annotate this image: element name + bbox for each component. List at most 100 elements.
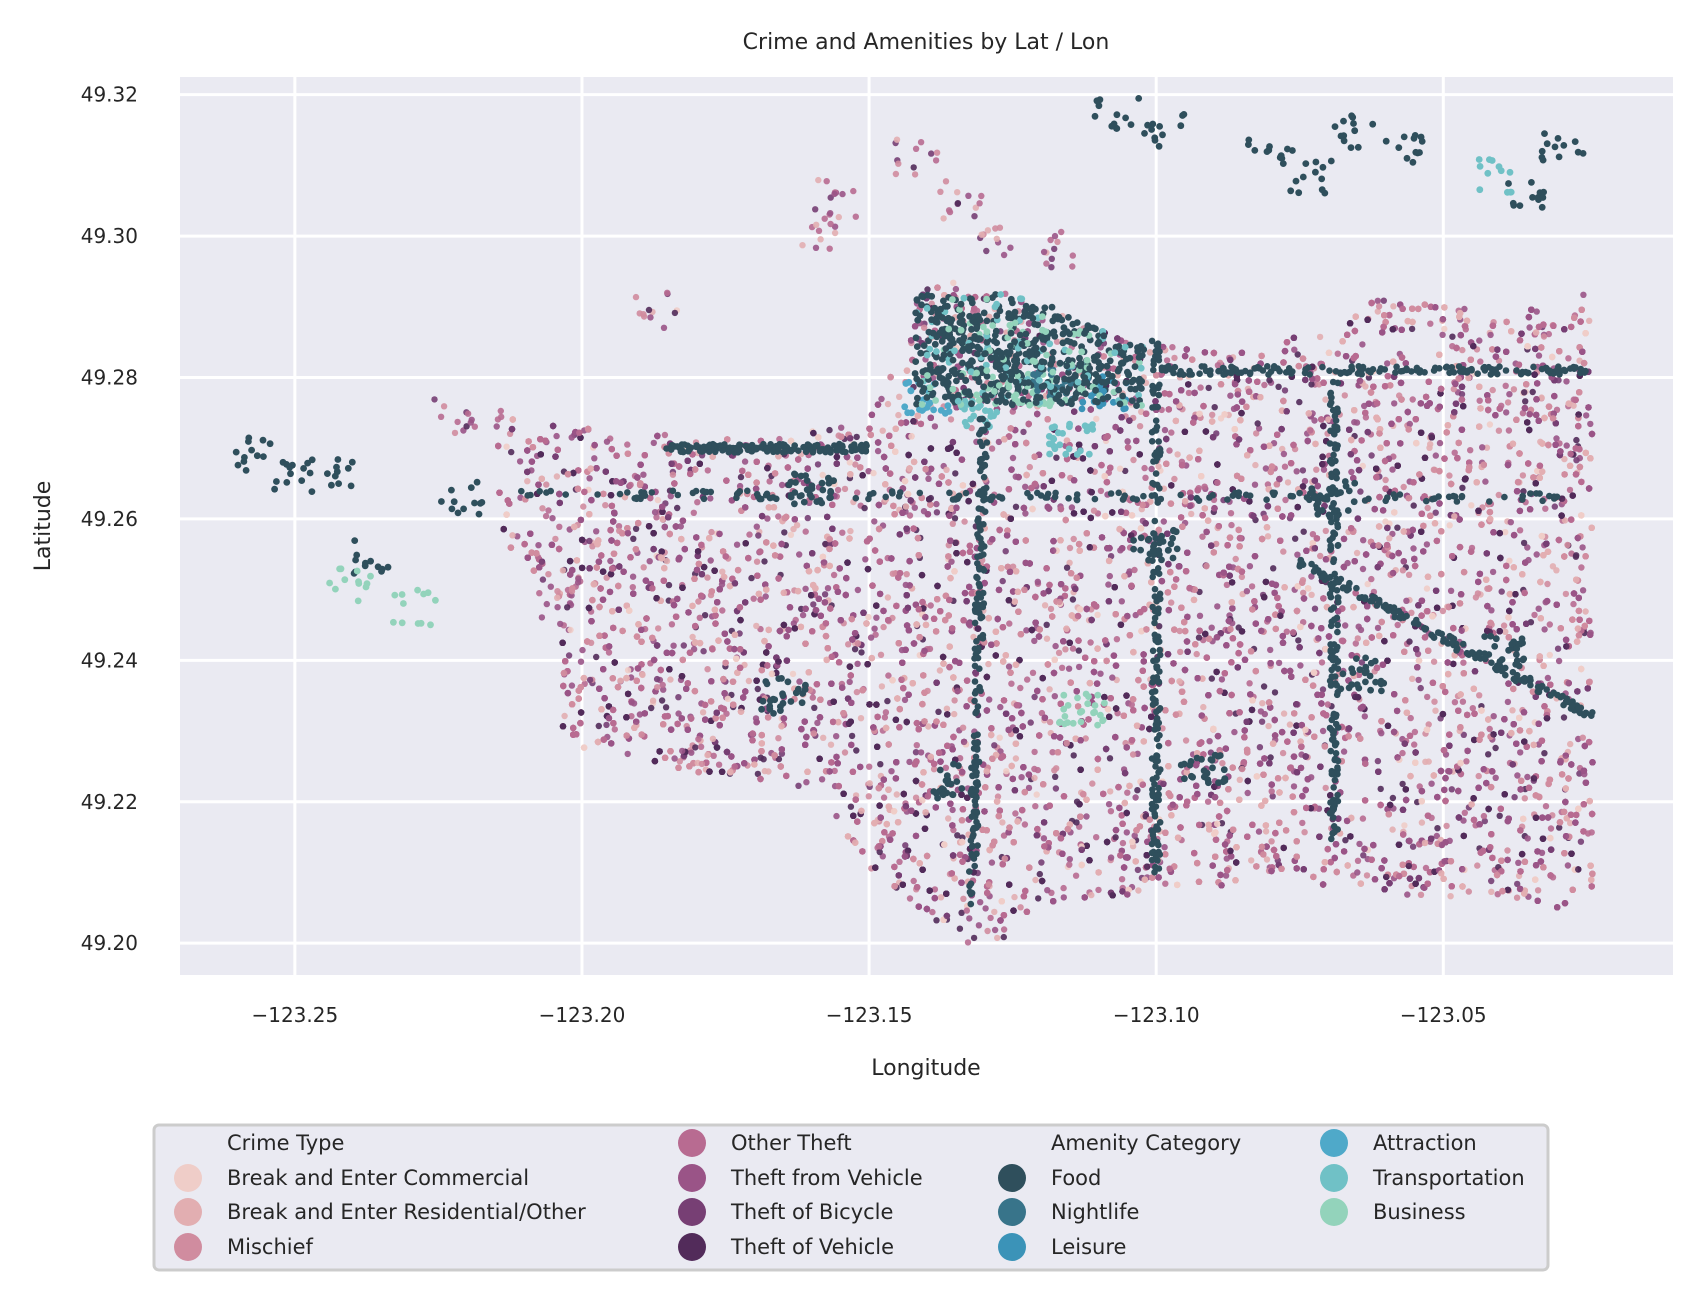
crime-point: [1534, 887, 1542, 894]
crime-point: [1424, 504, 1431, 512]
crime-point: [1033, 791, 1040, 798]
crime-point: [559, 567, 567, 574]
crime-point: [861, 504, 868, 512]
crime-point: [959, 724, 967, 731]
crime-point: [1132, 794, 1139, 801]
crime-point: [1301, 477, 1309, 485]
crime-point: [1124, 789, 1131, 796]
crime-point: [1299, 819, 1306, 827]
crime-point: [961, 518, 968, 525]
crime-point: [1436, 439, 1444, 447]
crime-point: [933, 917, 940, 924]
crime-point: [1168, 599, 1175, 606]
crime-point: [696, 614, 703, 621]
crime-point: [1036, 870, 1044, 878]
crime-point: [1342, 622, 1349, 629]
crime-point: [591, 455, 598, 462]
crime-point: [1130, 456, 1137, 464]
crime-point: [1068, 504, 1076, 511]
crime-point: [1521, 389, 1528, 396]
crime-point: [1477, 358, 1484, 365]
crime-point: [1459, 484, 1466, 491]
crime-point: [1515, 859, 1522, 866]
crime-point: [1246, 563, 1254, 570]
crime-point: [1418, 819, 1426, 826]
crime-point: [1174, 451, 1181, 458]
crime-point: [764, 515, 771, 522]
crime-point: [1377, 785, 1384, 793]
crime-point: [1264, 533, 1272, 540]
crime-point: [776, 435, 783, 443]
crime-point: [1232, 555, 1239, 563]
crime-point: [997, 703, 1004, 711]
crime-point: [851, 646, 859, 653]
crime-point: [1051, 693, 1059, 700]
crime-point: [1011, 893, 1018, 901]
crime-point: [733, 541, 741, 548]
crime-point: [1524, 544, 1531, 551]
crime-point: [1519, 410, 1527, 417]
crime-point: [911, 504, 918, 511]
crime-point: [1161, 426, 1169, 434]
crime-point: [1280, 548, 1287, 555]
crime-point: [867, 634, 875, 641]
crime-point: [796, 551, 803, 558]
crime-point: [1201, 483, 1208, 490]
crime-point: [1549, 563, 1557, 570]
crime-point: [841, 749, 849, 756]
crime-point: [629, 573, 637, 580]
chart-title: Crime and Amenities by Lat / Lon: [743, 30, 1110, 55]
crime-point: [1563, 378, 1570, 385]
crime-point: [1105, 801, 1113, 808]
crime-point: [689, 633, 696, 641]
crime-point: [1132, 611, 1139, 619]
crime-point: [1294, 351, 1301, 358]
crime-point: [746, 531, 753, 538]
crime-point: [1410, 502, 1417, 509]
crime-point: [1255, 425, 1263, 432]
crime-point: [846, 678, 853, 686]
crime-point: [1578, 564, 1585, 571]
crime-point: [1533, 308, 1540, 315]
crime-point: [1155, 463, 1162, 470]
crime-point: [514, 533, 521, 540]
crime-point: [1389, 826, 1396, 833]
crime-point: [1031, 748, 1038, 756]
crime-point: [753, 558, 761, 565]
crime-point: [1411, 741, 1418, 748]
crime-point: [1359, 565, 1367, 573]
crime-point: [602, 502, 609, 509]
crime-point: [1504, 399, 1512, 406]
crime-point: [704, 574, 711, 581]
crime-point: [1209, 411, 1216, 418]
crime-point: [542, 512, 550, 520]
crime-point: [1031, 693, 1038, 701]
crime-point: [1280, 710, 1288, 717]
crime-point: [873, 614, 880, 621]
crime-point: [795, 782, 802, 789]
crime-point: [603, 721, 610, 729]
crime-point: [824, 585, 832, 592]
crime-point: [958, 909, 965, 916]
crime-point: [1535, 605, 1542, 612]
crime-point: [1334, 350, 1342, 357]
crime-point: [627, 481, 634, 489]
crime-point: [1311, 605, 1319, 612]
crime-point: [846, 459, 853, 466]
crime-point: [1427, 441, 1434, 448]
crime-point: [701, 612, 709, 619]
crime-point: [1227, 510, 1235, 517]
crime-point: [1026, 463, 1034, 471]
crime-point: [539, 505, 546, 512]
crime-point: [1531, 611, 1538, 619]
crime-point: [1475, 772, 1482, 780]
crime-point: [1425, 721, 1432, 728]
crime-point: [586, 676, 594, 684]
crime-point: [1262, 465, 1270, 472]
crime-point: [1490, 713, 1497, 720]
crime-point: [1567, 819, 1574, 827]
crime-point: [858, 649, 865, 656]
crime-point: [1361, 713, 1369, 720]
crime-point: [866, 780, 873, 787]
crime-point: [665, 581, 673, 589]
